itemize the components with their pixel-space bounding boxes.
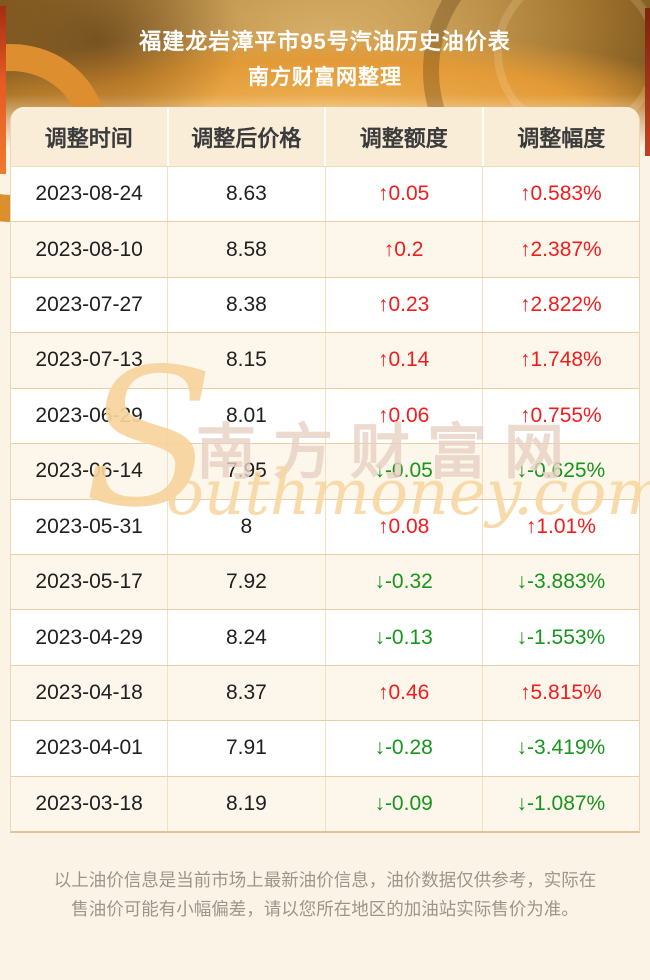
cell-price: 8.19 — [167, 776, 324, 832]
decor-left-strip — [0, 6, 6, 174]
cell-date: 2023-05-31 — [35, 514, 143, 538]
table-row: 2023-04-18 8.37 ↑0.46 ↑5.815% — [11, 665, 639, 722]
cell-price: 8.38 — [167, 277, 324, 333]
cell-date: 2023-04-29 — [35, 625, 143, 649]
cell-amount: ↑0.2 — [324, 222, 482, 277]
table-row: 2023-06-14 7.95 ↓-0.05 ↓-0.625% — [11, 444, 639, 500]
price-history-table: 调整时间 调整后价格 调整额度 调整幅度 2023-08-24 8.63 ↑0.05… — [10, 107, 640, 833]
cell-amount: ↑0.14 — [324, 333, 482, 388]
cell-amount: ↓-0.13 — [324, 610, 482, 665]
cell-price: 7.95 — [167, 444, 324, 499]
cell-price: 8.58 — [167, 222, 324, 277]
cell-price: 8.15 — [167, 333, 324, 388]
cell-date: 2023-06-29 — [35, 403, 143, 427]
cell-rate: ↑1.01% — [481, 499, 639, 554]
header-adjust-time: 调整时间 — [44, 125, 133, 151]
cell-amount: ↓-0.05 — [324, 444, 482, 499]
table-row: 2023-04-29 8.24 ↓-0.13 ↓-1.553% — [11, 610, 639, 666]
cell-date: 2023-05-17 — [35, 570, 143, 594]
header-adjust-amount: 调整额度 — [324, 107, 482, 166]
table-row: 2023-07-27 8.38 ↑0.23 ↑2.822% — [11, 277, 639, 334]
cell-rate: ↑5.815% — [481, 665, 639, 721]
cell-price: 8.37 — [167, 665, 324, 721]
cell-date: 2023-04-18 — [35, 681, 143, 704]
cell-rate: ↓-3.419% — [481, 721, 639, 776]
cell-rate: ↑2.822% — [481, 277, 639, 333]
decor-right-strip — [645, 8, 650, 156]
cell-amount: ↑0.46 — [324, 665, 482, 721]
table-row: 2023-03-18 8.19 ↓-0.09 ↓-1.087% — [11, 776, 639, 832]
cell-rate: ↓-1.087% — [481, 776, 639, 832]
banner-text: 福建龙岩漳平市95号汽油历史油价表 南方财富网整理 — [0, 0, 650, 92]
cell-date: 2023-03-18 — [35, 791, 143, 815]
table-row: 2023-08-24 8.63 ↑0.05 ↑0.583% — [11, 167, 639, 223]
cell-date: 2023-06-14 — [35, 459, 143, 483]
cell-date: 2023-04-01 — [35, 736, 143, 760]
cell-rate: ↑0.583% — [481, 167, 639, 222]
cell-date: 2023-07-27 — [35, 293, 143, 317]
cell-rate: ↓-0.625% — [481, 444, 639, 499]
table-row: 2023-04-01 7.91 ↓-0.28 ↓-3.419% — [11, 721, 639, 777]
cell-rate: ↓-1.553% — [481, 610, 639, 665]
cell-price: 7.91 — [167, 721, 324, 776]
cell-rate: ↑1.748% — [481, 333, 639, 388]
header-adjusted-price: 调整后价格 — [166, 107, 325, 166]
table-body: 2023-08-24 8.63 ↑0.05 ↑0.583% 2023-08-10 8.58… — [11, 167, 639, 832]
cell-amount: ↓-0.28 — [324, 721, 482, 776]
table-header-row: 调整时间 调整后价格 调整额度 调整幅度 — [11, 107, 639, 167]
table-row: 2023-05-31 8 ↑0.08 ↑1.01% — [11, 499, 639, 555]
cell-date: 2023-08-24 — [35, 182, 143, 206]
cell-price: 8.63 — [167, 167, 324, 222]
cell-rate: ↓-3.883% — [481, 554, 639, 610]
page-title: 福建龙岩漳平市95号汽油历史油价表 — [139, 29, 511, 54]
cell-amount: ↑0.06 — [324, 388, 482, 444]
cell-amount: ↓-0.09 — [324, 776, 482, 832]
table-row: 2023-07-13 8.15 ↑0.14 ↑1.748% — [11, 333, 639, 389]
cell-price: 7.92 — [167, 554, 324, 610]
cell-amount: ↑0.08 — [324, 499, 482, 554]
cell-price: 8.01 — [167, 388, 324, 444]
page-subtitle: 南方财富网整理 — [248, 66, 402, 89]
cell-amount: ↑0.23 — [324, 277, 482, 333]
disclaimer-text: 以上油价信息是当前市场上最新油价信息，油价数据仅供参考，实际在售油价可能有小幅偏… — [53, 870, 597, 919]
cell-date: 2023-08-10 — [35, 237, 143, 261]
cell-amount: ↑0.05 — [324, 167, 482, 222]
table-row: 2023-05-17 7.92 ↓-0.32 ↓-3.883% — [11, 554, 639, 611]
cell-price: 8 — [167, 499, 324, 554]
table-row: 2023-06-29 8.01 ↑0.06 ↑0.755% — [11, 388, 639, 445]
table-row: 2023-08-10 8.58 ↑0.2 ↑2.387% — [11, 222, 639, 278]
header-adjust-rate: 调整幅度 — [481, 107, 640, 166]
cell-amount: ↓-0.32 — [324, 554, 482, 610]
cell-rate: ↑2.387% — [481, 222, 639, 277]
cell-date: 2023-07-13 — [35, 348, 143, 372]
cell-rate: ↑0.755% — [481, 388, 639, 444]
cell-price: 8.24 — [167, 610, 324, 665]
